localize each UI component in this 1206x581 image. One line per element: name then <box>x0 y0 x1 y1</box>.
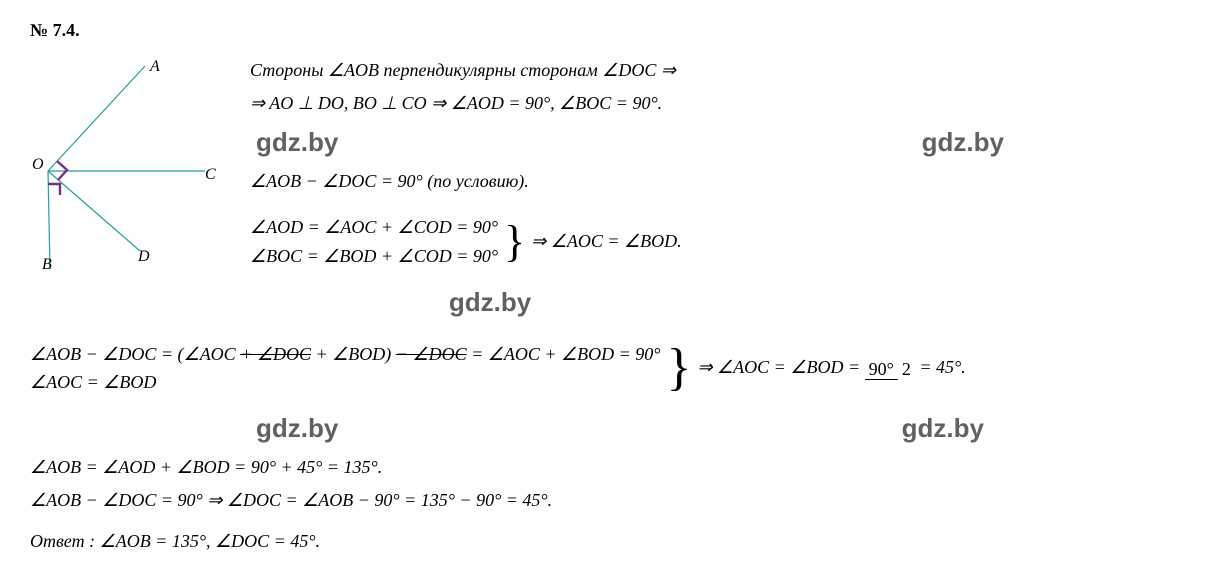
equation-group-2-left: ∠AOB − ∠DOC = (∠AOC + ∠DOC + ∠BOD) − ∠DO… <box>30 340 660 398</box>
watermark-2: gdz.by <box>922 123 1004 162</box>
eq1-result: ⇒ ∠AOC = ∠BOD. <box>531 228 682 255</box>
watermark-3: gdz.by <box>449 283 531 322</box>
label-O: O <box>32 156 44 173</box>
eq2a-l: ∠AOB − ∠DOC = (∠AOC <box>30 344 240 364</box>
paragraph-4: ∠AOB − ∠DOC = 90° ⇒ ∠DOC = ∠AOB − 90° = … <box>30 487 1176 514</box>
wm-row-1: gdz.by gdz.by <box>250 123 1010 162</box>
answer-line: Ответ : ∠AOB = 135°, ∠DOC = 45°. <box>30 528 1176 555</box>
eq2a: ∠AOB − ∠DOC = (∠AOC + ∠DOC + ∠BOD) − ∠DO… <box>30 340 660 369</box>
problem-number: № 7.4. <box>30 20 1176 41</box>
wm-row-2: gdz.by <box>250 283 730 322</box>
ray-OD <box>48 171 140 251</box>
eq2a-s1: + ∠DOC <box>240 344 311 364</box>
eq1a: ∠AOD = ∠AOC + ∠COD = 90° <box>250 213 498 242</box>
lower-block: ∠AOB − ∠DOC = (∠AOC + ∠DOC + ∠BOD) − ∠DO… <box>30 334 1176 556</box>
solution-text: Стороны ∠AOB перпендикулярны сторонам ∠D… <box>240 51 1176 328</box>
eq2r-post: = 45°. <box>915 357 966 377</box>
eq2-result: ⇒ ∠AOC = ∠BOD = 90°2 = 45°. <box>697 354 965 382</box>
label-A: A <box>149 58 160 75</box>
top-block: A O B C D Стороны ∠AOB перпендикулярны с… <box>30 51 1176 328</box>
paragraph-1a: Стороны ∠AOB перпендикулярны сторонам ∠D… <box>250 57 1176 84</box>
eq2a-r: = ∠AOC + ∠BOD = 90° <box>467 344 661 364</box>
watermark-1: gdz.by <box>256 123 338 162</box>
watermark-4: gdz.by <box>256 409 338 448</box>
eq2a-m: + ∠BOD) <box>311 344 396 364</box>
eq2r-pre: ⇒ ∠AOC = ∠BOD = <box>697 357 864 377</box>
eq2b: ∠AOC = ∠BOD <box>30 368 660 397</box>
frac-den: 2 <box>898 359 915 379</box>
paragraph-1b-text: ⇒ AO ⊥ DO, BO ⊥ CO ⇒ ∠AOD = 90°, ∠BOC = … <box>250 93 662 113</box>
ray-OB <box>48 171 50 269</box>
label-D: D <box>137 248 150 265</box>
label-C: C <box>205 166 216 183</box>
wm-row-3: gdz.by gdz.by <box>30 409 990 448</box>
label-B: B <box>42 256 52 271</box>
equation-group-2: ∠AOB − ∠DOC = (∠AOC + ∠DOC + ∠BOD) − ∠DO… <box>30 340 966 398</box>
brace-1: } <box>498 220 531 264</box>
paragraph-2: ∠AOB − ∠DOC = 90° (по условию). <box>250 168 1176 195</box>
paragraph-3: ∠AOB = ∠AOD + ∠BOD = 90° + 45° = 135°. <box>30 454 1176 481</box>
angle-diagram: A O B C D <box>30 51 220 271</box>
watermark-5: gdz.by <box>902 409 984 448</box>
ray-OA <box>48 66 145 171</box>
eq2a-s2: − ∠DOC <box>396 344 467 364</box>
paragraph-1b: ⇒ AO ⊥ DO, BO ⊥ CO ⇒ ∠AOD = 90°, ∠BOC = … <box>250 90 1176 117</box>
fraction-90-2: 90°2 <box>865 356 915 383</box>
brace-2: } <box>660 342 697 394</box>
diagram-column: A O B C D <box>30 51 240 271</box>
equation-group-1-left: ∠AOD = ∠AOC + ∠COD = 90° ∠BOC = ∠BOD + ∠… <box>250 213 498 271</box>
frac-num: 90° <box>865 359 898 380</box>
eq1b: ∠BOC = ∠BOD + ∠COD = 90° <box>250 242 498 271</box>
equation-group-1: ∠AOD = ∠AOC + ∠COD = 90° ∠BOC = ∠BOD + ∠… <box>250 213 682 271</box>
right-angle-marker-2 <box>48 184 60 195</box>
